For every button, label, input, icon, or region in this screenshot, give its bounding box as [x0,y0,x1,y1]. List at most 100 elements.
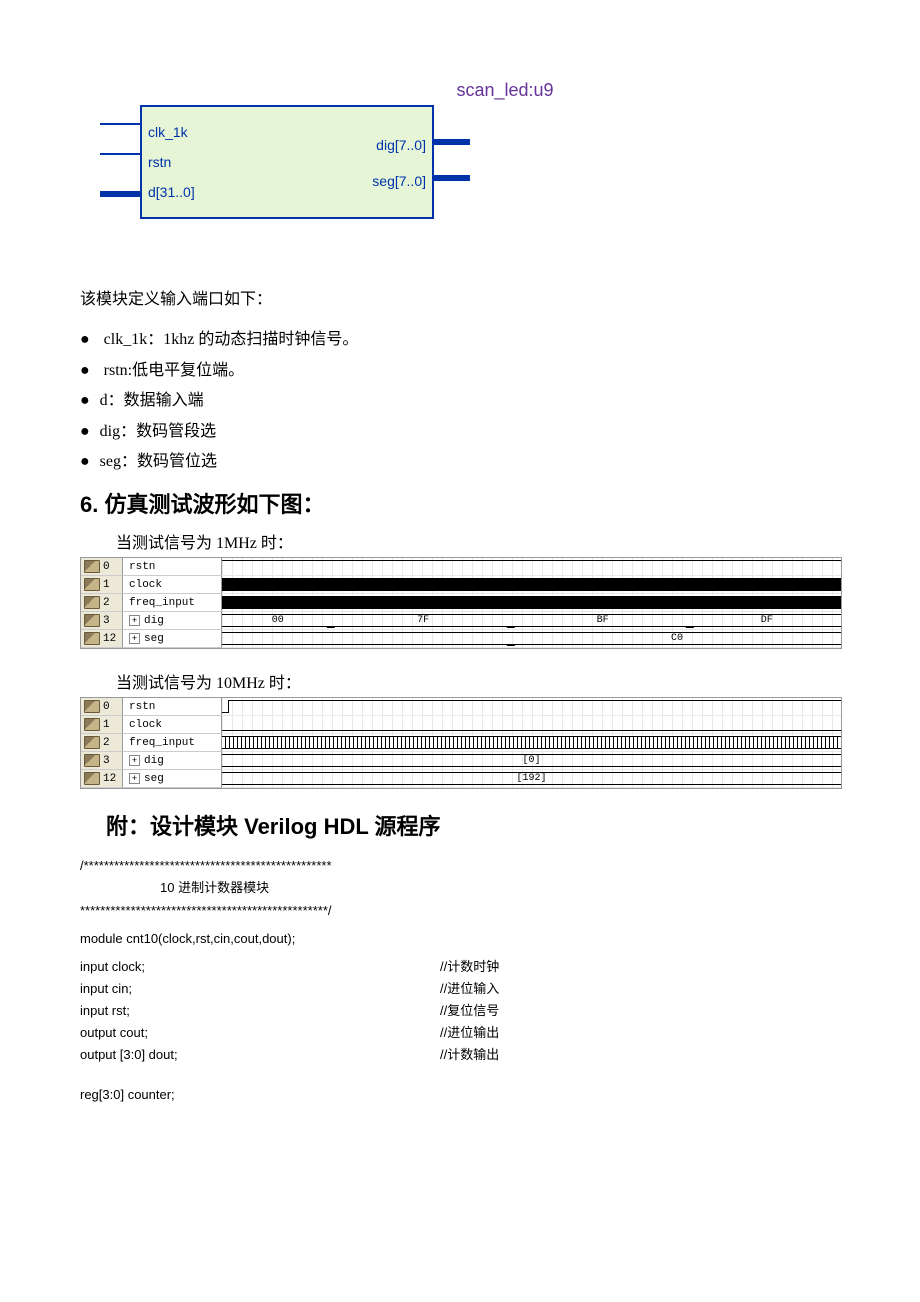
block-ports-left: clk_1k rstn d[31..0] [148,117,195,207]
port-desc-item: clk_1k：1khz 的动态扫描时钟信号。 [80,325,840,355]
block-box: clk_1k rstn d[31..0] dig[7..0] seg[7..0] [140,105,434,219]
waveform-viewer: 0rstn1clock2freq_input3+dig[0]12+seg[192… [80,697,842,789]
waveform-idx-cell: 2 [81,734,123,752]
bus-segment: 00 [222,614,333,627]
section-heading: 6. 仿真测试波形如下图： [80,487,840,519]
bus-segment [222,632,513,645]
code-decl: input cin; [80,978,440,1000]
block-diagram: scan_led:u9 clk_1k rstn d[31..0] dig[7..… [100,80,840,225]
waveform-row: 3+dig[0] [81,752,841,770]
code-ports: input clock;//计数时钟input cin;//进位输入input … [80,956,840,1066]
bus-segment: 7F [333,614,513,627]
code-comment: //复位信号 [440,1000,499,1022]
code-line: /***************************************… [80,855,840,877]
waveform-idx-label: 0 [103,701,110,713]
waveform-signal-name: +dig [123,612,222,630]
signal-icon [84,614,100,627]
waveform-row: 12+seg[192] [81,770,841,788]
waveform-signal-area: [192] [222,770,841,788]
code-decl: output [3:0] dout; [80,1044,440,1066]
waveform-signal-area [222,716,841,734]
wire-in [100,123,140,125]
waveform-signal-area [222,734,841,752]
waveform-signal-name: freq_input [123,594,222,612]
code-comment: //进位输入 [440,978,499,1000]
code-line: ****************************************… [80,900,840,922]
waveform-caption: 当测试信号为 10MHz 时： [116,669,840,693]
wire-out-bus [432,139,470,145]
port-desc-item: seg：数码管位选 [80,447,840,477]
bus-segment: DF [692,614,841,627]
waveform-row: 1 clock [81,576,841,594]
signal-icon [84,578,100,591]
expand-icon[interactable]: + [129,615,140,626]
code-line: output cout;//进位输出 [80,1022,840,1044]
wire-out-bus [432,175,470,181]
waveform-row: 2 freq_input [81,734,841,752]
port-desc-item: dig：数码管段选 [80,417,840,447]
code-decl: output cout; [80,1022,440,1044]
waveform-idx-label: 0 [103,561,110,573]
code-line: input clock;//计数时钟 [80,956,840,978]
waveform-signal-area [222,558,841,576]
signal-icon [84,754,100,767]
signal-icon [84,718,100,731]
expand-icon[interactable]: + [129,773,140,784]
waveform-row: 0 rstn [81,698,841,716]
bus-segment: C0 [513,632,841,645]
waveform-signal-area [222,594,841,612]
waveform-idx-cell: 3 [81,752,123,770]
signal-icon [84,596,100,609]
waveform-row: 3 +dig007FBFDF [81,612,841,630]
code-line: input cin;//进位输入 [80,978,840,1000]
waveform-signal-area: 007FBFDF [222,612,841,630]
port-desc-item: d：数据输入端 [80,386,840,416]
waveform-idx-cell: 1 [81,716,123,734]
bus-segment: BF [513,614,693,627]
bus-segment: [0] [222,754,841,767]
code-comment: //计数输出 [440,1044,499,1066]
waveform-idx-label: 1 [103,719,110,731]
port-desc-list: clk_1k：1khz 的动态扫描时钟信号。 rstn:低电平复位端。 d：数据… [80,325,840,477]
waveform-signal-area: [0] [222,752,841,770]
signal-icon [84,736,100,749]
waveform-idx-label: 1 [103,579,110,591]
waveform-row: 0 rstn [81,558,841,576]
waveform-signal-name: clock [123,716,222,734]
waveform-idx-label: 12 [103,773,116,785]
block-ports-right: dig[7..0] seg[7..0] [372,127,426,199]
waveform-signal-area [222,698,841,716]
waveform-viewer: 0rstn1clock2freq_input3+dig007FBFDF12+se… [80,557,842,649]
wire-in-bus [100,191,140,197]
waveform-signal-name: clock [123,576,222,594]
waveform-signal-name: +dig [123,752,222,770]
code-line: output [3:0] dout;//计数输出 [80,1044,840,1066]
port-in: d[31..0] [148,177,195,207]
block-title: scan_led:u9 [170,80,840,101]
waveform-signal-area [222,576,841,594]
code-line: input rst;//复位信号 [80,1000,840,1022]
waveform-idx-label: 3 [103,615,110,627]
waveform-idx-cell: 3 [81,612,123,630]
code-decl: input rst; [80,1000,440,1022]
waveform-idx-label: 2 [103,597,110,609]
port-desc-item: rstn:低电平复位端。 [80,356,840,386]
port-in: clk_1k [148,117,195,147]
wire-in [100,153,140,155]
port-out: seg[7..0] [372,163,426,199]
waveform-signal-name: rstn [123,698,222,716]
waveform-row: 2 freq_input [81,594,841,612]
port-in: rstn [148,147,195,177]
code-line: module cnt10(clock,rst,cin,cout,dout); [80,928,840,950]
desc-intro: 该模块定义输入端口如下： [80,285,840,315]
waveform-idx-label: 2 [103,737,110,749]
signal-icon [84,772,100,785]
waveform-signal-name: freq_input [123,734,222,752]
waveform-idx-cell: 12 [81,770,123,788]
expand-icon[interactable]: + [129,755,140,766]
waveform-idx-cell: 0 [81,698,123,716]
waveform-row: 12+segC0 [81,630,841,648]
waveform-signal-name: rstn [123,558,222,576]
port-out: dig[7..0] [372,127,426,163]
expand-icon[interactable]: + [129,633,140,644]
